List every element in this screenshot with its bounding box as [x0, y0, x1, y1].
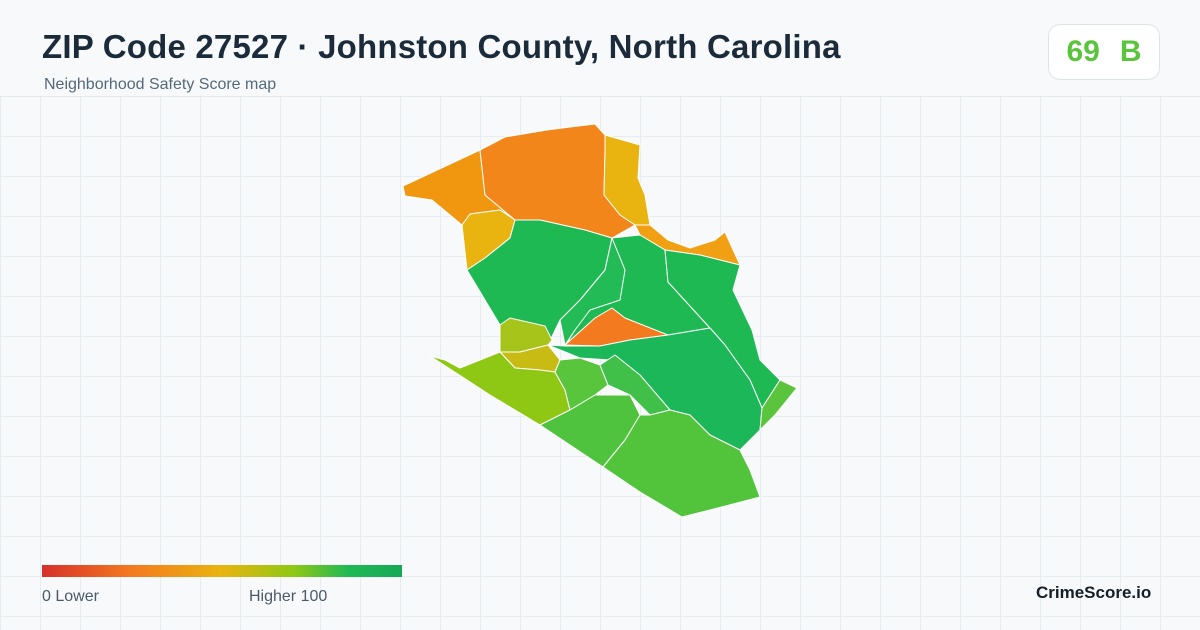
page-subtitle: Neighborhood Safety Score map [44, 76, 277, 93]
score-value: 69 [1066, 35, 1100, 68]
map-region-east-tip[interactable] [759, 379, 798, 431]
legend-max-label: Higher 100 [249, 588, 328, 605]
page-title: ZIP Code 27527 · Johnston County, North … [42, 28, 841, 65]
legend-min-label: 0 Lower [42, 588, 99, 605]
score-card: 69 B [1048, 24, 1160, 80]
map-region-south[interactable] [602, 409, 761, 518]
header-band [0, 0, 1200, 97]
brand-logo-text: CrimeScore.io [1036, 583, 1152, 602]
map-region-center-north[interactable] [559, 237, 626, 346]
score-grade: B [1119, 35, 1142, 68]
map-region-southwest-strip[interactable] [429, 351, 571, 426]
legend-color-scale [42, 565, 402, 577]
